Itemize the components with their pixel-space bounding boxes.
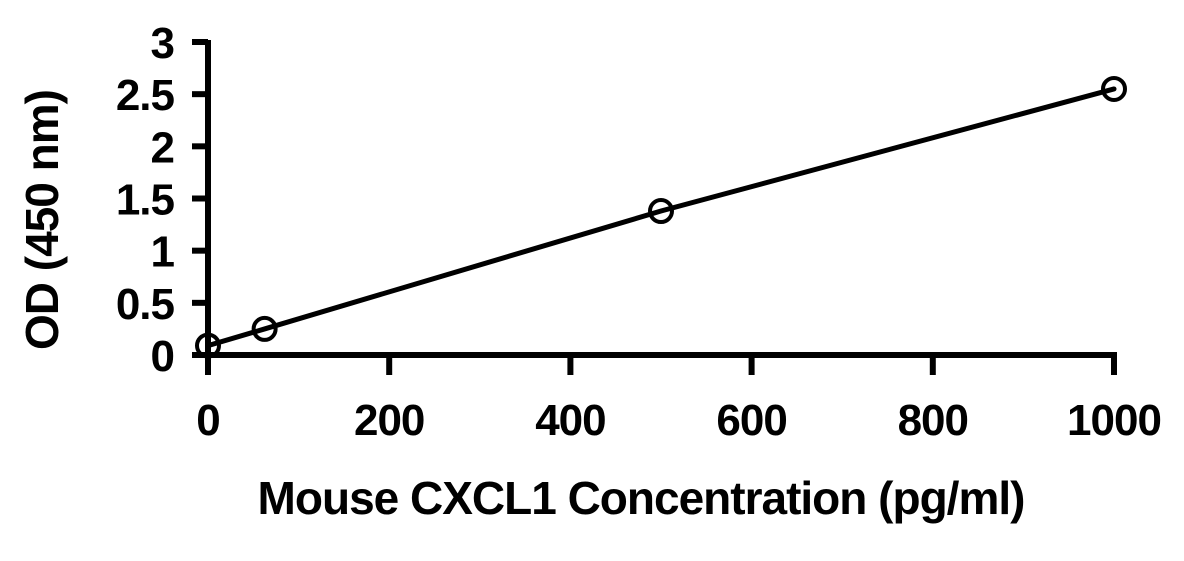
- x-tick-label: 400: [535, 396, 605, 445]
- y-tick-label: 3: [151, 19, 174, 68]
- x-tick-label: 1000: [1067, 396, 1161, 445]
- y-tick-label: 0.5: [116, 280, 175, 329]
- y-tick-label: 2.5: [116, 71, 175, 120]
- data-point-marker: [251, 315, 278, 342]
- data-point-markers: [195, 75, 1127, 359]
- x-axis-ticks: 0 200 400 600 800 1000: [196, 355, 1162, 445]
- x-tick-label: 0: [196, 396, 219, 445]
- y-tick-label: 1.5: [116, 176, 175, 225]
- y-axis-ticks: 00.511.522.53: [116, 19, 208, 381]
- x-tick-label: 200: [354, 396, 424, 445]
- y-axis-title: OD (450 nm): [16, 90, 68, 350]
- series-line: [205, 86, 1117, 349]
- data-point-marker: [195, 332, 221, 359]
- y-tick-label: 2: [151, 123, 174, 172]
- y-tick-label: 1: [151, 228, 175, 277]
- x-tick-label: 800: [898, 396, 968, 445]
- y-tick-label: 0: [151, 332, 174, 381]
- data-point-marker: [1101, 75, 1127, 102]
- x-tick-label: 600: [716, 396, 786, 445]
- x-axis-title: Mouse CXCL1 Concentration (pg/ml): [258, 472, 1025, 524]
- data-point-marker: [648, 198, 674, 225]
